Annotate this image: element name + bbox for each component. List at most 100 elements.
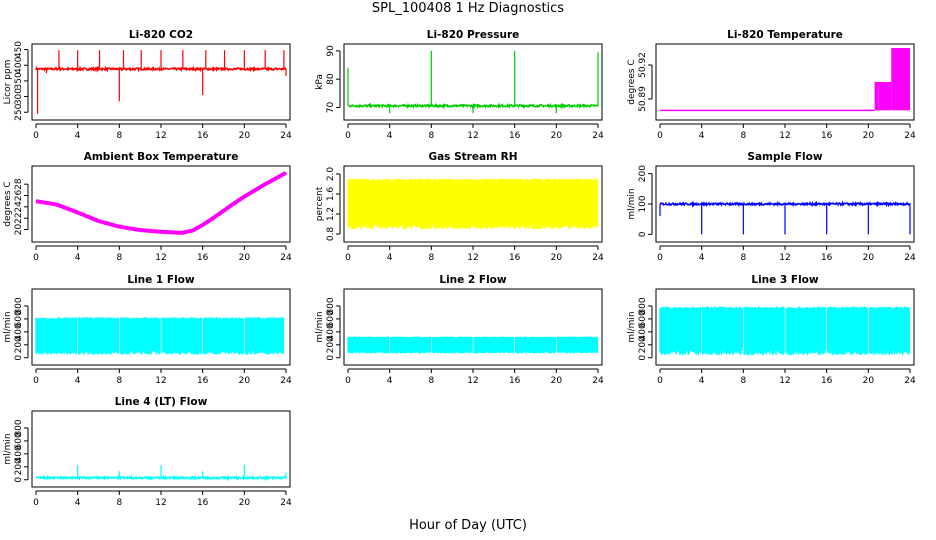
chart-panel: Line 2 Flow 0 4 8 12 16 20 24 0 200400600800ml/mi… xyxy=(315,274,604,386)
y-tick-label: 28 xyxy=(14,178,24,190)
y-tick-label: 200 xyxy=(326,336,336,353)
chart-panel: Line 4 (LT) Flow 0 4 8 12 16 20 24 0 200400600800… xyxy=(3,396,292,508)
plot-frame xyxy=(31,43,291,121)
y-axis-label: Licor ppm xyxy=(3,60,13,105)
x-tick-label: 16 xyxy=(821,253,833,263)
plot-frame xyxy=(343,288,603,366)
x-tick-label: 4 xyxy=(387,253,393,263)
x-tick-label: 24 xyxy=(904,253,916,263)
x-tick-label: 24 xyxy=(592,376,604,386)
area-segment xyxy=(891,48,910,111)
y-axis-label: kPa xyxy=(315,74,325,90)
plot-frame xyxy=(655,288,915,366)
x-tick-label: 8 xyxy=(740,131,746,141)
y-tick-label: 0 xyxy=(14,355,24,361)
x-tick-label: 4 xyxy=(699,253,705,263)
plot-frame xyxy=(31,165,291,243)
chart-title: Li-820 Temperature xyxy=(727,29,843,41)
x-tick-label: 0 xyxy=(345,131,351,141)
y-tick-label: 2.0 xyxy=(326,167,336,182)
x-tick-label: 8 xyxy=(428,376,434,386)
chart-title: Ambient Box Temperature xyxy=(84,151,239,163)
x-tick-label: 24 xyxy=(592,131,604,141)
series-line xyxy=(348,102,599,110)
y-tick-label: 200 xyxy=(14,336,24,353)
y-tick-label: 350 xyxy=(14,72,24,89)
x-tick-label: 12 xyxy=(779,253,790,263)
x-tick-label: 16 xyxy=(509,131,521,141)
y-tick-label: 90 xyxy=(326,45,336,57)
x-tick-label: 16 xyxy=(197,498,209,508)
x-tick-label: 8 xyxy=(428,253,434,263)
x-tick-label: 24 xyxy=(280,498,292,508)
plot-frame xyxy=(31,288,291,366)
y-tick-label: 0 xyxy=(638,231,648,237)
y-tick-label: 200 xyxy=(638,165,648,182)
y-tick-label: 0 xyxy=(638,355,648,361)
y-tick-label: 300 xyxy=(14,88,24,105)
y-axis-label: ml/min xyxy=(3,433,13,464)
y-tick-label: 0 xyxy=(14,477,24,483)
y-tick-label: 250 xyxy=(14,103,24,120)
x-tick-label: 8 xyxy=(740,253,746,263)
x-tick-label: 24 xyxy=(904,376,916,386)
y-tick-label: 600 xyxy=(14,310,24,327)
chart-panel: Gas Stream RH 0 4 8 12 16 20 24 0.8 1.2 1.6 2.0perc… xyxy=(315,151,604,263)
x-tick-label: 0 xyxy=(345,253,351,263)
y-tick-label: 22 xyxy=(14,212,24,223)
chart-title: Li-820 Pressure xyxy=(427,29,520,41)
x-tick-label: 0 xyxy=(657,376,663,386)
x-tick-label: 20 xyxy=(239,131,251,141)
y-tick-label: 24 xyxy=(14,201,24,213)
x-tick-label: 20 xyxy=(551,253,563,263)
x-tick-label: 4 xyxy=(699,376,705,386)
x-tick-label: 16 xyxy=(509,376,521,386)
plot-frame xyxy=(31,410,291,488)
y-tick-label: 70 xyxy=(326,102,336,114)
y-tick-label: 800 xyxy=(326,297,336,314)
chart-panel: Li-820 Pressure 0 4 8 12 16 20 24 70 80 90 kPa xyxy=(315,29,604,141)
x-tick-label: 4 xyxy=(75,498,81,508)
x-tick-label: 12 xyxy=(467,253,478,263)
y-tick-label: 100 xyxy=(638,195,648,212)
y-tick-label: 800 xyxy=(14,419,24,436)
x-tick-label: 16 xyxy=(509,253,521,263)
plot-frame xyxy=(343,165,603,243)
x-tick-label: 16 xyxy=(197,253,209,263)
x-tick-label: 12 xyxy=(155,498,166,508)
y-axis-label: percent xyxy=(315,186,325,221)
plot-frame xyxy=(343,43,603,121)
chart-title: Line 4 (LT) Flow xyxy=(115,396,208,408)
y-tick-label: 200 xyxy=(638,336,648,353)
chart-title: Line 3 Flow xyxy=(751,274,818,286)
series-line xyxy=(35,171,288,235)
x-tick-label: 20 xyxy=(239,253,251,263)
x-tick-label: 4 xyxy=(75,376,81,386)
x-tick-label: 8 xyxy=(116,131,122,141)
y-tick-label: 0.8 xyxy=(326,227,336,242)
x-tick-label: 4 xyxy=(387,376,393,386)
y-tick-label: 400 xyxy=(14,445,24,462)
x-tick-label: 8 xyxy=(116,498,122,508)
y-tick-label: 1.6 xyxy=(326,187,336,202)
y-axis-label: degrees C xyxy=(627,59,637,104)
y-tick-label: 1.2 xyxy=(326,207,336,221)
y-axis-label: ml/min xyxy=(627,188,637,219)
x-tick-label: 16 xyxy=(197,376,209,386)
y-tick-label: 600 xyxy=(638,310,648,327)
x-tick-label: 24 xyxy=(280,253,292,263)
x-tick-label: 0 xyxy=(33,131,39,141)
y-axis-label: ml/min xyxy=(627,311,637,342)
plot-frame xyxy=(655,165,915,243)
x-tick-label: 12 xyxy=(779,131,790,141)
x-tick-label: 20 xyxy=(551,376,563,386)
chart-panel: Li-820 CO2 0 4 8 12 16 20 24 250300350400450Lico… xyxy=(3,29,292,141)
x-tick-label: 12 xyxy=(467,131,478,141)
area-segment xyxy=(874,82,879,111)
y-tick-label: 400 xyxy=(326,323,336,340)
x-tick-label: 0 xyxy=(657,131,663,141)
y-tick-label: 800 xyxy=(638,297,648,314)
x-tick-label: 20 xyxy=(863,376,875,386)
